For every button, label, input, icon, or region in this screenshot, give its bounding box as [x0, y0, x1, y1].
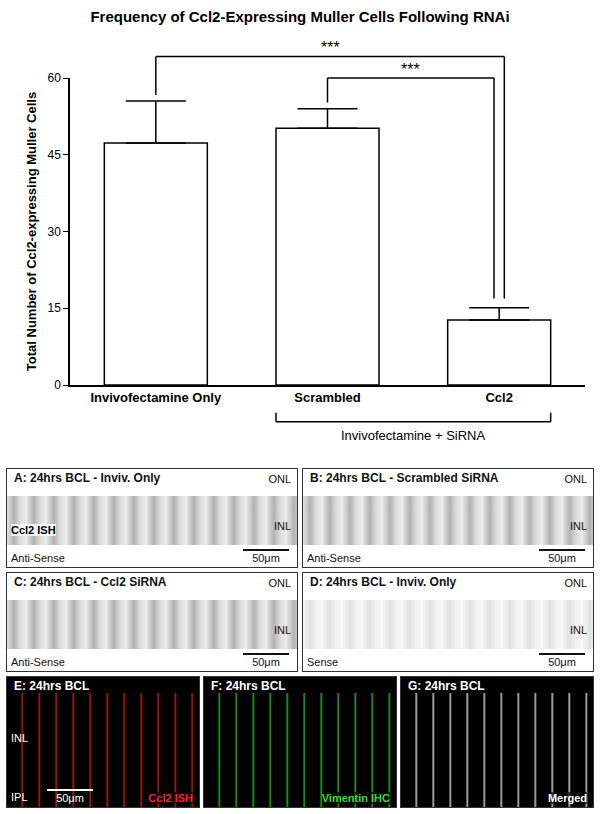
svg-text:15: 15 [47, 301, 61, 315]
html-text:INL: INL [11, 731, 29, 744]
html-text:50μm: 50μm [548, 552, 576, 564]
svg-text:60: 60 [47, 71, 61, 85]
svg-text:Scrambled: Scrambled [294, 390, 361, 405]
svg-text:Frequency of Ccl2-Expressing M: Frequency of Ccl2-Expressing Muller Cell… [90, 8, 509, 25]
html-text:C: 24hrs BCL - Ccl2 SiRNA: C: 24hrs BCL - Ccl2 SiRNA [14, 575, 167, 589]
svg-text:Ccl2: Ccl2 [485, 390, 512, 405]
html-text:ONL: ONL [268, 577, 291, 589]
html-text:F: 24hrs BCL: F: 24hrs BCL [211, 679, 286, 693]
html-text:Ccl2 ISH: Ccl2 ISH [148, 792, 193, 804]
html-text:ONL: ONL [564, 473, 587, 485]
html-text:50μm: 50μm [252, 552, 280, 564]
svg-text:Invivofectamine Only: Invivofectamine Only [90, 390, 222, 405]
html-text:A: 24hrs BCL - Inviv. Only: A: 24hrs BCL - Inviv. Only [14, 471, 161, 485]
html-text:Sense: Sense [307, 656, 339, 668]
svg-text:***: *** [401, 61, 420, 78]
svg-text:30: 30 [47, 225, 61, 239]
html-text:50μm: 50μm [252, 656, 280, 668]
html-text:50μm: 50μm [548, 656, 576, 668]
svg-text:Invivofectamine + SiRNA: Invivofectamine + SiRNA [341, 428, 485, 443]
svg-text:45: 45 [47, 148, 61, 162]
html-text:Merged: Merged [547, 792, 587, 804]
html-text:Anti-Sense: Anti-Sense [11, 552, 65, 564]
html-text:INL: INL [273, 624, 291, 636]
html-text:ONL: ONL [564, 577, 587, 589]
html-text:INL: INL [273, 520, 291, 532]
html-text:E: 24hrs BCL: E: 24hrs BCL [14, 679, 90, 693]
html-text:ONL: ONL [268, 473, 291, 485]
html-text:Anti-Sense: Anti-Sense [307, 552, 361, 564]
html-text:INL: INL [569, 624, 587, 636]
html-text:B: 24hrs BCL - Scrambled SiRNA: B: 24hrs BCL - Scrambled SiRNA [310, 471, 499, 485]
html-text:Anti-Sense: Anti-Sense [11, 656, 65, 668]
svg-text:0: 0 [54, 378, 61, 392]
html-text:G: 24hrs BCL: G: 24hrs BCL [408, 679, 485, 693]
html-text:INL: INL [569, 520, 587, 532]
html-text:Vimentin IHC: Vimentin IHC [321, 792, 390, 804]
html-text:50μm: 50μm [56, 792, 84, 804]
html-text:D: 24hrs BCL - Inviv. Only: D: 24hrs BCL - Inviv. Only [310, 575, 457, 589]
svg-text:Total Number of Ccl2-expressin: Total Number of Ccl2-expressing Muller C… [24, 92, 39, 371]
html-text:Ccl2 ISH: Ccl2 ISH [11, 523, 56, 536]
html-text:IPL: IPL [11, 791, 28, 803]
svg-text:***: *** [321, 39, 340, 56]
